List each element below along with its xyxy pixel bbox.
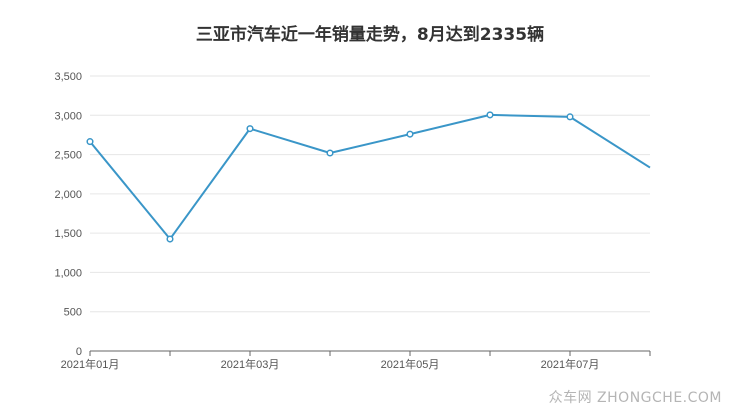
y-tick-label: 2,000 <box>54 189 82 201</box>
data-point <box>86 138 94 146</box>
data-point <box>166 235 174 243</box>
grid-lines <box>90 75 650 313</box>
data-point <box>326 149 334 157</box>
x-axis: 2021年01月 2021年03月 2021年05月 2021年07月 <box>61 350 651 371</box>
y-tick-label: 1,500 <box>54 228 82 240</box>
x-tick-label: 2021年05月 <box>381 357 440 371</box>
data-point <box>406 130 414 138</box>
y-tick-label: 3,500 <box>54 71 82 83</box>
data-point <box>566 113 574 121</box>
y-tick-label: 2,500 <box>54 150 82 162</box>
y-axis: 0 500 1,000 1,500 2,000 2,500 3,000 3,500 <box>54 71 82 358</box>
data-point <box>246 125 254 133</box>
y-tick-label: 3,000 <box>54 110 82 122</box>
x-tick-label: 2021年07月 <box>541 357 600 371</box>
chart-title: 三亚市汽车近一年销量走势，8月达到2335辆 <box>195 25 545 45</box>
x-tick-label: 2021年01月 <box>61 357 120 371</box>
y-tick-label: 1,000 <box>54 267 82 279</box>
series-layer <box>86 111 651 243</box>
y-tick-label: 0 <box>76 346 82 358</box>
watermark: 众车网 ZHONGCHE.COM <box>548 390 722 406</box>
x-tick-label: 2021年03月 <box>221 357 280 371</box>
data-point <box>486 111 494 119</box>
series-line <box>89 113 651 241</box>
y-tick-label: 500 <box>64 307 82 319</box>
